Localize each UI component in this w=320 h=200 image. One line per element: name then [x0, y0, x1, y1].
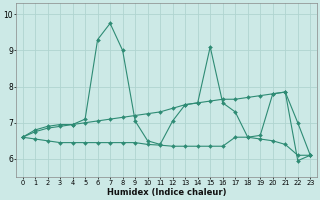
X-axis label: Humidex (Indice chaleur): Humidex (Indice chaleur): [107, 188, 226, 197]
